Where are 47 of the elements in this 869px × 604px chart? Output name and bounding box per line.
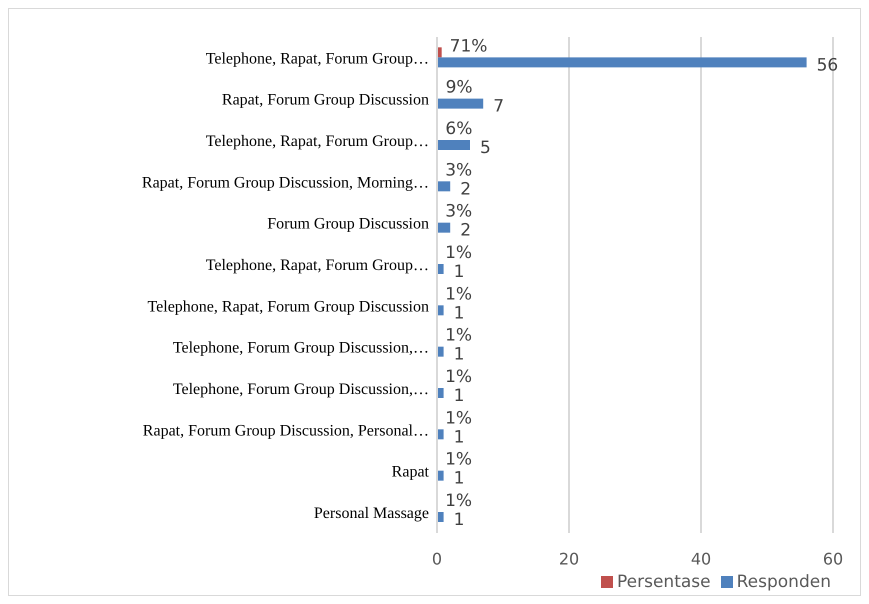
data-label: 3% bbox=[445, 202, 472, 222]
data-label: 1 bbox=[454, 468, 464, 489]
bar bbox=[437, 181, 450, 192]
data-label: 1% bbox=[445, 367, 472, 387]
y-tick-label: Personal Massage bbox=[314, 505, 429, 522]
data-label: 1 bbox=[454, 344, 464, 365]
data-label: 1 bbox=[454, 510, 464, 530]
bar bbox=[437, 140, 470, 150]
y-tick-label: Rapat, Forum Group Discussion, Personal… bbox=[142, 422, 429, 440]
bar bbox=[437, 222, 450, 233]
y-tick-label: Telephone, Forum Group Discussion,… bbox=[172, 340, 429, 357]
legend-label: Responden bbox=[736, 572, 831, 592]
y-tick-label: Forum Group Discussion bbox=[267, 216, 429, 233]
data-label: 1% bbox=[445, 491, 472, 511]
data-label: 56 bbox=[816, 55, 838, 76]
y-tick-label: Telephone, Rapat, Forum Group Discussion bbox=[147, 298, 429, 316]
data-label: 1% bbox=[445, 408, 472, 428]
data-label: 1 bbox=[454, 427, 464, 448]
bar bbox=[437, 57, 807, 68]
data-label: 3% bbox=[445, 160, 472, 180]
y-tick-label: Rapat bbox=[392, 464, 430, 481]
data-label: 9% bbox=[446, 78, 473, 98]
y-tick-label: Telephone, Rapat, Forum Group… bbox=[206, 133, 429, 150]
bar bbox=[437, 98, 484, 109]
y-tick-label: Telephone, Rapat, Forum Group… bbox=[206, 50, 429, 68]
y-tick-label: Telephone, Forum Group Discussion,… bbox=[172, 381, 429, 398]
y-tick-label: Rapat, Forum Group Discussion bbox=[222, 92, 429, 109]
x-tick-label: 60 bbox=[822, 549, 844, 568]
data-label: 71% bbox=[450, 36, 488, 56]
legend-label: Persentase bbox=[617, 572, 711, 592]
x-tick-label: 0 bbox=[432, 549, 442, 568]
data-label: 1 bbox=[454, 303, 464, 324]
y-tick-label: Telephone, Rapat, Forum Group… bbox=[206, 257, 429, 274]
x-tick-label: 40 bbox=[690, 549, 712, 568]
data-label: 1% bbox=[445, 450, 472, 470]
data-label: 7 bbox=[493, 96, 504, 117]
data-label: 1% bbox=[445, 284, 472, 304]
data-label: 5 bbox=[480, 138, 491, 158]
data-label: 2 bbox=[460, 179, 472, 200]
data-label: 1 bbox=[454, 386, 464, 406]
data-label: 1% bbox=[445, 243, 472, 263]
data-label: 6% bbox=[445, 119, 472, 139]
data-label: 2 bbox=[460, 220, 472, 241]
x-tick-label: 20 bbox=[558, 549, 580, 568]
data-label: 1 bbox=[454, 262, 464, 282]
y-tick-label: Rapat, Forum Group Discussion, Morning… bbox=[142, 174, 429, 192]
data-label: 1% bbox=[445, 326, 472, 346]
